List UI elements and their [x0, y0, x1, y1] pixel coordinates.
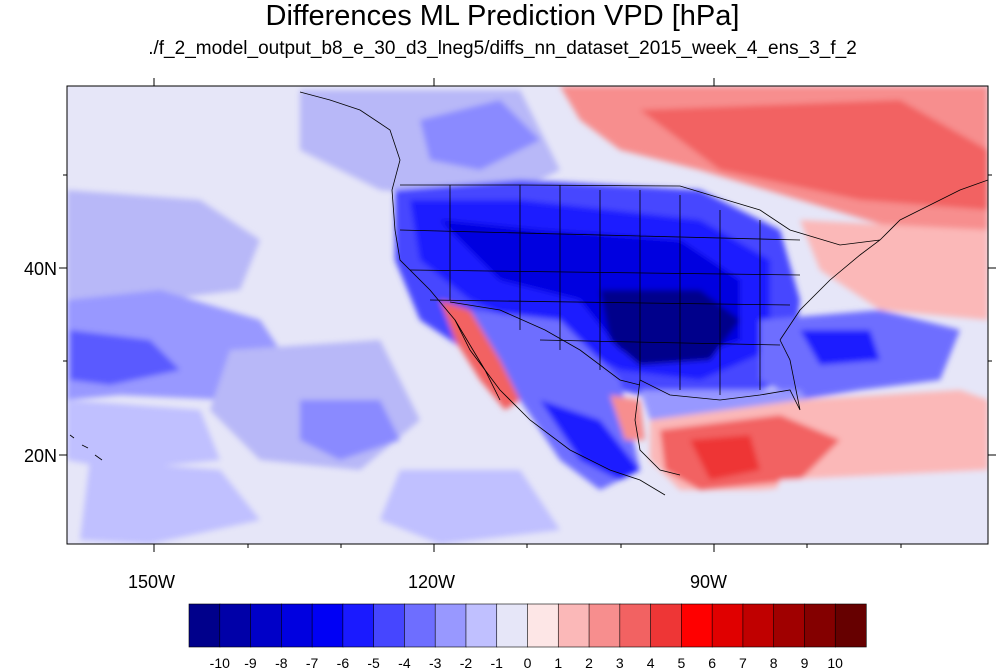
colorbar-tick-label: 4 [646, 655, 655, 671]
colorbar-tick-label: 2 [585, 655, 593, 671]
colorbar-swatch [711, 603, 744, 648]
colorbar-swatch [742, 603, 775, 648]
coastline-baja [454, 319, 501, 401]
coastline-mex-east [634, 379, 681, 476]
lat-label-40n: 40N [24, 259, 58, 279]
field-patch-mex2 [540, 400, 640, 480]
field-patch-baja-pos [440, 300, 520, 410]
colorbar-tick-label: 3 [615, 655, 624, 671]
state-lines [399, 185, 801, 395]
colorbar-swatch [434, 603, 467, 648]
field-patch-hawaii [67, 400, 220, 470]
lon-label-120w: 120W [408, 572, 456, 592]
field-patch-sp2 [380, 470, 560, 544]
colorbar-tick-label: -5 [367, 655, 380, 671]
colorbar-tick-label: -2 [459, 655, 473, 671]
coastline-na-west [299, 91, 666, 496]
border-us-mexico [449, 301, 641, 386]
lon-label-90w: 90W [690, 572, 728, 592]
colorbar-swatch [219, 603, 252, 648]
colorbar-swatch [496, 603, 529, 648]
colorbar-swatch [465, 603, 498, 648]
field-patch-carib3 [690, 435, 760, 480]
colorbar-swatch [373, 603, 406, 648]
colorbar-swatch [311, 603, 344, 648]
colorbar-tick-label: -9 [244, 655, 257, 671]
colorbar-tick-label: 1 [554, 655, 563, 671]
field-patch-sp [80, 460, 260, 544]
colorbar-tick-label: -1 [490, 655, 503, 671]
lat-label-20n: 20N [24, 446, 58, 466]
field-patch-us4 [600, 290, 740, 365]
colorbar-swatch [804, 603, 836, 648]
colorbar-swatch [650, 603, 682, 648]
colorbar-tick-label: -6 [336, 655, 350, 671]
colorbar-swatch [834, 603, 867, 648]
colorbar-tick-label: 6 [708, 655, 716, 671]
field-patch-se [760, 470, 988, 544]
colorbar-swatch [588, 603, 621, 648]
field-patch-ne-light [800, 220, 988, 320]
colorbar-tick-label: 5 [677, 655, 686, 671]
colorbar-tick-label: -3 [428, 655, 442, 671]
field-patch-canada-pos2 [640, 100, 988, 210]
map-subtitle: ./f_2_model_output_b8_e_30_d3_lneg5/diff… [148, 38, 857, 59]
colorbar-swatch [342, 603, 375, 648]
colorbar-swatch [527, 603, 559, 648]
colorbar-swatch [404, 603, 436, 648]
map-title: Differences ML Prediction VPD [hPa] [265, 0, 740, 32]
colorbar-swatch [773, 603, 806, 648]
field-patch-cp2 [300, 400, 400, 460]
colorbar-tick-label: -8 [275, 655, 288, 671]
coastline-gulf [639, 339, 801, 411]
colorbar-tick-label: 8 [769, 655, 778, 671]
field-patch-atl2 [800, 330, 880, 365]
colorbar-tick-label: -10 [209, 655, 230, 671]
hawaii-islands [69, 434, 103, 461]
colorbar-tick-label: 7 [738, 655, 747, 671]
field-patch-wp3 [70, 330, 180, 385]
colorbar-tick-label: -4 [398, 655, 411, 671]
field-patch-wp [67, 190, 260, 300]
colorbar-tick-label: 9 [800, 655, 809, 671]
colorbar-tick-label: -7 [305, 655, 319, 671]
colorbar-tick-label: 10 [827, 655, 843, 671]
field-patch-np2 [420, 100, 540, 170]
colorbar-swatch [619, 603, 652, 648]
lon-label-150w: 150W [128, 572, 176, 592]
colorbar-swatch [681, 603, 713, 648]
colorbar-swatch [188, 603, 221, 648]
colorbar-swatch [281, 603, 313, 648]
colorbar-swatch [557, 603, 590, 648]
colorbar-tick-label: 0 [523, 655, 532, 671]
colorbar-swatch [250, 603, 282, 648]
